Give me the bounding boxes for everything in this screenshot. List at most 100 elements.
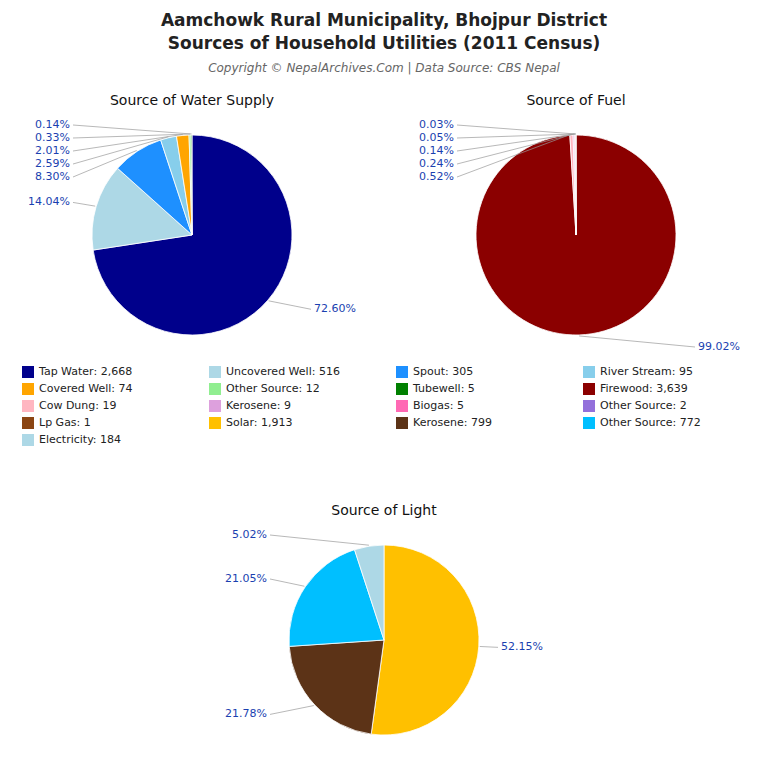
legend-item: Kerosene: 9 (209, 399, 291, 412)
data-label: 52.15% (501, 640, 543, 653)
pie-title: Source of Fuel (526, 92, 625, 108)
legend-label: Biogas: 5 (413, 399, 464, 412)
legend-item: Firewood: 3,639 (583, 382, 688, 395)
pie-slice (355, 545, 384, 640)
legend-item: Other Source: 772 (583, 416, 701, 429)
pie-slice (476, 135, 676, 335)
legend-swatch (396, 417, 408, 429)
legend-swatch (396, 366, 408, 378)
leader-line (73, 125, 192, 134)
leader-line (73, 150, 137, 177)
legend-item: Uncovered Well: 516 (209, 365, 340, 378)
legend-item: Spout: 305 (396, 365, 473, 378)
legend-swatch (583, 383, 595, 395)
data-label: 0.05% (419, 131, 454, 144)
figure-subtitle: Copyright © NepalArchives.Com | Data Sou… (208, 61, 560, 75)
legend-item: Biogas: 5 (396, 399, 464, 412)
legend-item: Covered Well: 74 (22, 382, 133, 395)
figure-title: Sources of Household Utilities (2011 Cen… (168, 33, 601, 53)
legend-label: Other Source: 772 (600, 416, 701, 429)
pie-slice (570, 135, 576, 235)
legend-item: Other Source: 2 (583, 399, 687, 412)
data-label: 5.02% (232, 528, 267, 541)
leader-line (270, 706, 314, 715)
legend-swatch (22, 400, 34, 412)
legend-label: Cow Dung: 19 (39, 399, 117, 412)
legend-swatch (22, 366, 34, 378)
legend-label: Solar: 1,913 (226, 416, 293, 429)
data-label: 21.78% (225, 707, 267, 720)
legend-label: Other Source: 2 (600, 399, 687, 412)
legend-label: Kerosene: 9 (226, 399, 291, 412)
data-label: 0.52% (419, 170, 454, 183)
pie-chart: Source of Fuel 99.02% 0.03%0.05%0.14%0.24%… (419, 92, 740, 353)
legend-item: Electricity: 184 (22, 433, 121, 446)
legend: Tap Water: 2,668 Uncovered Well: 516 Spout… (22, 365, 701, 446)
pie-title: Source of Light (331, 502, 437, 518)
pie-chart: Source of Light 52.15% 5.02% 21.05% 21.78% (225, 502, 543, 735)
legend-label: Tubewell: 5 (412, 382, 475, 395)
legend-swatch (396, 400, 408, 412)
legend-label: Tap Water: 2,668 (38, 365, 132, 378)
pie-title: Source of Water Supply (110, 92, 274, 108)
leader-line (480, 646, 498, 648)
chart-canvas: Aamchowk Rural Municipality, Bhojpur Dis… (0, 0, 768, 768)
data-label: 8.30% (35, 170, 70, 183)
pie-slice (575, 135, 577, 235)
data-label: 0.03% (419, 118, 454, 131)
legend-item: Other Source: 12 (209, 382, 320, 395)
data-label: 0.14% (419, 144, 454, 157)
legend-item: Lp Gas: 1 (22, 416, 91, 429)
legend-item: Kerosene: 799 (396, 416, 492, 429)
legend-label: Kerosene: 799 (413, 416, 492, 429)
data-label: 99.02% (698, 340, 740, 353)
legend-swatch (209, 417, 221, 429)
pie-slice (575, 135, 576, 235)
data-label: 0.24% (419, 157, 454, 170)
legend-label: River Stream: 95 (600, 365, 693, 378)
leader-line (457, 134, 575, 151)
pie-slice (289, 640, 384, 734)
leader-line (457, 134, 574, 164)
pie-slice (573, 135, 576, 235)
pie-slice (176, 135, 192, 235)
legend-item: Cow Dung: 19 (22, 399, 117, 412)
legend-swatch (209, 366, 221, 378)
leader-line (270, 535, 369, 545)
legend-swatch (583, 417, 595, 429)
data-label: 2.59% (35, 157, 70, 170)
legend-swatch (209, 400, 221, 412)
data-label: 0.33% (35, 131, 70, 144)
legend-swatch (22, 434, 34, 446)
data-label: 21.05% (225, 572, 267, 585)
legend-swatch (396, 383, 408, 395)
leader-line (73, 202, 95, 206)
legend-swatch (209, 383, 221, 395)
legend-label: Spout: 305 (413, 365, 473, 378)
legend-swatch (583, 366, 595, 378)
legend-item: Tubewell: 5 (396, 382, 475, 395)
legend-swatch (22, 383, 34, 395)
legend-label: Covered Well: 74 (39, 382, 133, 395)
leader-line (269, 301, 311, 309)
leader-line (579, 336, 695, 347)
pie-slice (371, 545, 479, 735)
leader-line (457, 134, 571, 177)
legend-item: River Stream: 95 (583, 365, 693, 378)
data-label: 14.04% (28, 195, 70, 208)
leader-line (457, 125, 576, 134)
figure-title: Aamchowk Rural Municipality, Bhojpur Dis… (161, 10, 607, 30)
pie-slice (575, 135, 576, 235)
data-label: 72.60% (314, 302, 356, 315)
pie-slice (189, 135, 192, 235)
legend-swatch (583, 400, 595, 412)
legend-swatch (22, 417, 34, 429)
legend-label: Uncovered Well: 516 (226, 365, 340, 378)
legend-item: Tap Water: 2,668 (22, 365, 132, 378)
leader-line (457, 134, 576, 138)
legend-item: Solar: 1,913 (209, 416, 293, 429)
legend-label: Firewood: 3,639 (600, 382, 688, 395)
pie-slice (191, 135, 193, 235)
data-label: 2.01% (35, 144, 70, 157)
pie-chart: Source of Water Supply72.60%0.14%0.33%2.… (28, 92, 356, 335)
